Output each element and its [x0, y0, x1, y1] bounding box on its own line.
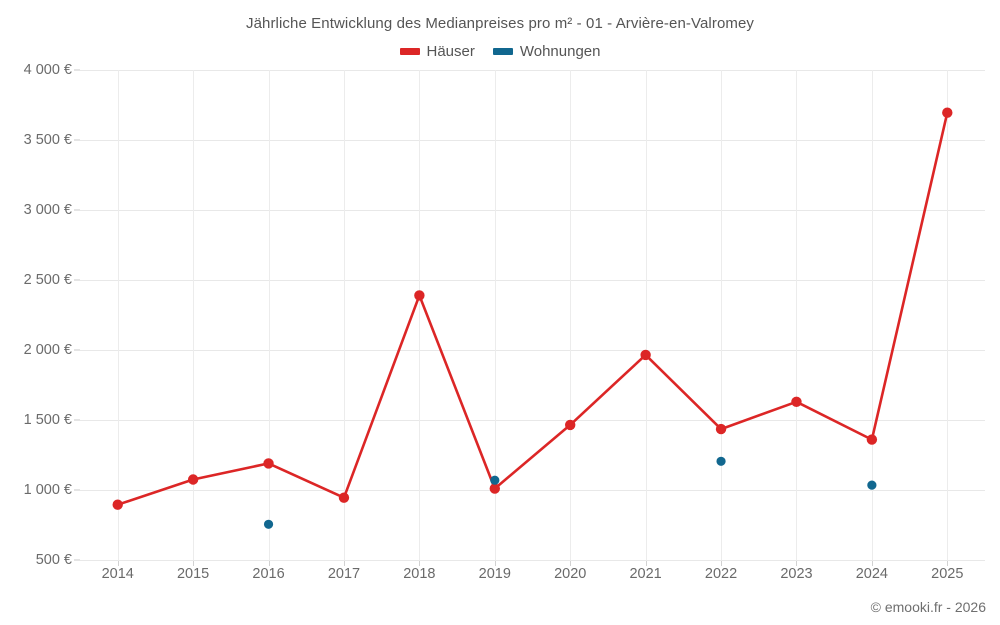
x-axis-tick-mark: [570, 560, 572, 566]
x-axis-tick-label: 2016: [252, 566, 285, 582]
gridline-vertical: [193, 70, 195, 560]
data-point-marker[interactable]: [716, 456, 726, 466]
data-point-marker[interactable]: [187, 474, 199, 485]
data-point-marker[interactable]: [414, 290, 425, 301]
plot-area: [80, 70, 985, 561]
x-axis-tick-mark: [645, 560, 647, 566]
x-axis-tick-mark: [721, 560, 723, 566]
x-axis-tick-label: 2014: [101, 566, 134, 582]
legend-swatch-icon: [492, 48, 513, 55]
data-point-marker[interactable]: [791, 396, 802, 407]
gridline-vertical: [645, 70, 647, 560]
chart-title: Jährliche Entwicklung des Medianpreises …: [245, 15, 755, 32]
gridline-horizontal: [80, 210, 985, 211]
legend-item-hauser[interactable]: Häuser: [399, 43, 475, 60]
footer-credit: © emooki.fr - 2026: [870, 599, 986, 615]
gridline-vertical: [796, 70, 798, 560]
y-axis-tick-mark: [74, 279, 80, 281]
legend-swatch-icon: [399, 48, 420, 55]
y-axis-tick-mark: [74, 559, 80, 561]
data-point-marker[interactable]: [490, 475, 500, 485]
gridline-vertical: [494, 70, 496, 560]
x-axis-tick-mark: [419, 560, 421, 566]
x-axis-tick-label: 2025: [931, 566, 964, 582]
series-line-häuser: [116, 111, 949, 506]
x-axis-tick-mark: [117, 560, 119, 566]
data-point-marker[interactable]: [942, 107, 953, 118]
x-axis-tick-mark: [494, 560, 496, 566]
x-axis-tick-mark: [193, 560, 195, 566]
gridline-vertical: [117, 70, 119, 560]
gridline-horizontal: [80, 560, 985, 561]
y-axis-tick-label: 2 000 €: [23, 342, 72, 358]
gridline-vertical: [343, 70, 345, 560]
x-axis-tick-label: 2018: [403, 566, 436, 582]
x-axis-tick-mark: [268, 560, 270, 566]
legend-label: Wohnungen: [519, 43, 601, 60]
data-point-marker[interactable]: [263, 519, 274, 529]
gridline-vertical: [947, 70, 949, 560]
y-axis-tick-mark: [74, 349, 80, 351]
x-axis-tick-mark: [796, 560, 798, 566]
y-axis-tick-label: 3 500 €: [23, 132, 72, 148]
x-axis-tick-label: 2023: [780, 566, 813, 582]
y-axis-tick-label: 500 €: [35, 552, 72, 568]
chart-legend: Häuser Wohnungen: [0, 43, 1000, 60]
legend-label: Häuser: [426, 43, 475, 60]
y-axis-tick-label: 1 000 €: [23, 482, 72, 498]
x-axis-tick-mark: [343, 560, 345, 566]
data-point-marker[interactable]: [867, 480, 877, 490]
x-axis-tick-label: 2015: [176, 566, 210, 582]
gridline-vertical: [268, 70, 270, 560]
x-axis-tick-label: 2020: [554, 566, 587, 582]
y-axis-tick-label: 3 000 €: [23, 202, 72, 218]
gridline-vertical: [570, 70, 572, 560]
x-axis-tick-label: 2022: [704, 566, 738, 582]
gridline-horizontal: [80, 280, 985, 281]
y-axis-tick-mark: [74, 69, 80, 71]
gridline-horizontal: [80, 490, 985, 491]
gridline-horizontal: [80, 140, 985, 141]
x-axis-tick-label: 2024: [855, 566, 889, 582]
x-axis-tick-label: 2021: [629, 566, 662, 582]
gridline-horizontal: [80, 70, 985, 71]
x-axis-tick-mark: [947, 560, 949, 566]
data-point-marker[interactable]: [640, 349, 651, 361]
data-point-marker[interactable]: [489, 483, 500, 494]
y-axis-tick-label: 2 500 €: [23, 272, 72, 288]
x-axis-tick-label: 2019: [478, 566, 511, 582]
data-point-marker[interactable]: [565, 419, 576, 431]
gridline-horizontal: [80, 420, 985, 421]
x-axis-tick-mark: [871, 560, 873, 566]
legend-item-wohnungen[interactable]: Wohnungen: [492, 43, 601, 60]
data-point-marker[interactable]: [715, 423, 727, 435]
y-axis-tick-mark: [74, 419, 80, 421]
gridline-vertical: [871, 70, 873, 560]
data-series-layer: [112, 107, 953, 529]
y-axis-tick-mark: [74, 489, 80, 491]
y-axis-tick-mark: [74, 209, 80, 211]
gridline-vertical: [721, 70, 723, 560]
data-point-marker[interactable]: [338, 492, 350, 503]
data-point-marker[interactable]: [263, 458, 274, 469]
gridline-horizontal: [80, 350, 985, 351]
gridline-vertical: [419, 70, 421, 560]
data-point-marker[interactable]: [866, 434, 878, 445]
y-axis-tick-mark: [74, 139, 80, 141]
x-axis-tick-label: 2017: [327, 566, 361, 582]
data-point-marker[interactable]: [112, 499, 123, 510]
y-axis-tick-label: 4 000 €: [23, 62, 72, 78]
y-axis-tick-label: 1 500 €: [23, 412, 72, 428]
